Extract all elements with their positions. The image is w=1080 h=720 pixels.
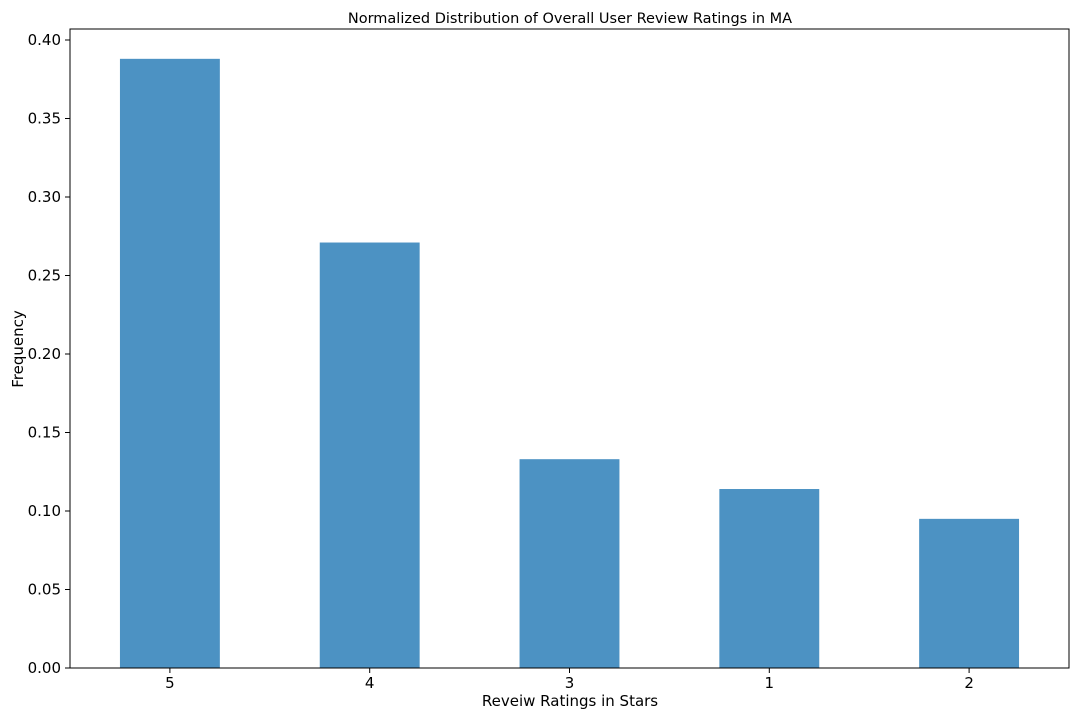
bar-2 [919, 518, 1020, 668]
y-tick-label: 0.15 [28, 423, 61, 441]
y-tick-label: 0.25 [28, 266, 61, 284]
y-axis-label: Frequency [9, 310, 27, 388]
x-tick-label: 2 [964, 674, 974, 692]
bar-3 [519, 459, 620, 668]
bars-layer [119, 58, 1020, 669]
bar-5 [119, 58, 220, 669]
y-tick-label: 0.10 [28, 502, 61, 520]
x-tick-label: 4 [365, 674, 375, 692]
y-tick-label: 0.20 [28, 345, 61, 363]
bar-1 [719, 489, 820, 668]
x-tick-label: 1 [765, 674, 775, 692]
bar-4 [319, 242, 420, 668]
x-axis: 5 4 3 1 2 [165, 668, 974, 692]
y-tick-label: 0.05 [28, 580, 61, 598]
x-axis-label: Reveiw Ratings in Stars [482, 692, 658, 710]
x-tick-label: 5 [165, 674, 175, 692]
x-tick-label: 3 [565, 674, 575, 692]
y-tick-label: 0.35 [28, 109, 61, 127]
y-tick-label: 0.40 [28, 31, 61, 49]
chart-title: Normalized Distribution of Overall User … [348, 11, 792, 27]
y-tick-label: 0.00 [28, 659, 61, 677]
plot-frame [69, 28, 1070, 669]
y-tick-label: 0.30 [28, 188, 61, 206]
y-axis: 0.00 0.05 0.10 0.15 0.20 0.25 0.30 0.35 0.40 [28, 31, 70, 677]
